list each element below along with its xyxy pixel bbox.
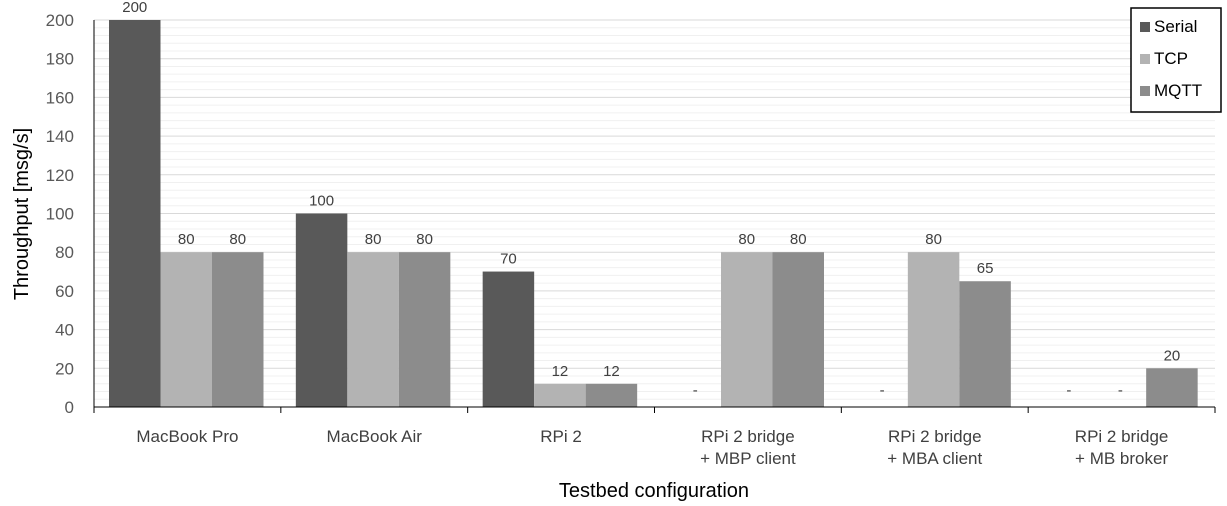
data-label: - (693, 382, 698, 399)
gridlines (94, 19, 1215, 400)
data-label: 80 (790, 231, 807, 248)
data-label: 80 (925, 231, 942, 248)
data-label: 80 (229, 231, 246, 248)
data-label: 80 (365, 231, 382, 248)
x-category-label: RPi 2 bridge (1075, 427, 1169, 446)
y-tick-label: 60 (55, 282, 74, 301)
x-category-label: + MBA client (887, 449, 982, 468)
x-category-label: MacBook Pro (136, 427, 238, 446)
y-tick-label: 180 (46, 50, 74, 69)
legend-label-tcp: TCP (1154, 49, 1188, 68)
x-category-label: RPi 2 bridge (888, 427, 982, 446)
x-axis-title: Testbed configuration (559, 480, 749, 502)
bar-mqtt (585, 383, 638, 407)
data-label: 80 (738, 231, 755, 248)
y-tick-label: 40 (55, 321, 74, 340)
bar-serial (482, 271, 535, 407)
axes: 0 20 40 60 80 100 120 140 160 180 200 MacBook Pro Ma… (46, 11, 1216, 468)
y-tick-label: 20 (55, 359, 74, 378)
data-labels: 200 80 80 100 80 80 70 12 12 - 80 80 - 80 65 - - 20 (122, 0, 1180, 399)
data-label: - (880, 382, 885, 399)
bar-tcp (160, 252, 212, 407)
y-tick-label: 100 (46, 205, 74, 224)
x-category-label: + MBP client (700, 449, 796, 468)
y-axis-title: Throughput [msg/s] (11, 128, 33, 300)
legend-swatch-mqtt (1140, 86, 1150, 96)
data-label: 12 (603, 363, 620, 380)
data-label: - (1066, 382, 1071, 399)
y-tick-label: 0 (65, 398, 74, 417)
data-label: 65 (977, 260, 994, 277)
data-label: 200 (122, 0, 147, 16)
y-tick-label: 200 (46, 11, 74, 30)
bar-tcp (534, 383, 586, 407)
bar-tcp (347, 252, 399, 407)
legend-swatch-serial (1140, 22, 1150, 32)
data-label: 100 (309, 193, 334, 210)
data-label: 70 (500, 251, 517, 268)
bar-tcp (907, 252, 960, 407)
bar-mqtt (398, 252, 451, 407)
bar-serial (295, 213, 348, 407)
x-category-label: MacBook Air (327, 427, 423, 446)
bars (109, 20, 1198, 407)
legend-label-serial: Serial (1154, 17, 1197, 36)
y-tick-label: 80 (55, 243, 74, 262)
data-label: 80 (178, 231, 195, 248)
x-category-label: RPi 2 bridge (701, 427, 795, 446)
x-category-label: + MB broker (1075, 449, 1168, 468)
bar-serial (109, 20, 161, 407)
legend: Serial TCP MQTT (1130, 7, 1222, 113)
bar-mqtt (959, 281, 1011, 407)
data-label: 80 (416, 231, 433, 248)
data-label: 12 (552, 363, 569, 380)
x-category-label: RPi 2 (540, 427, 582, 446)
data-label: - (1118, 382, 1123, 399)
y-tick-label: 140 (46, 127, 74, 146)
y-tick-label: 120 (46, 166, 74, 185)
y-tick-label: 160 (46, 88, 74, 107)
bar-tcp (721, 252, 773, 407)
bar-mqtt (772, 252, 824, 407)
bar-mqtt (212, 252, 264, 407)
legend-swatch-tcp (1140, 54, 1150, 64)
legend-label-mqtt: MQTT (1154, 81, 1202, 100)
data-label: 20 (1164, 347, 1181, 364)
bar-mqtt (1146, 368, 1198, 407)
